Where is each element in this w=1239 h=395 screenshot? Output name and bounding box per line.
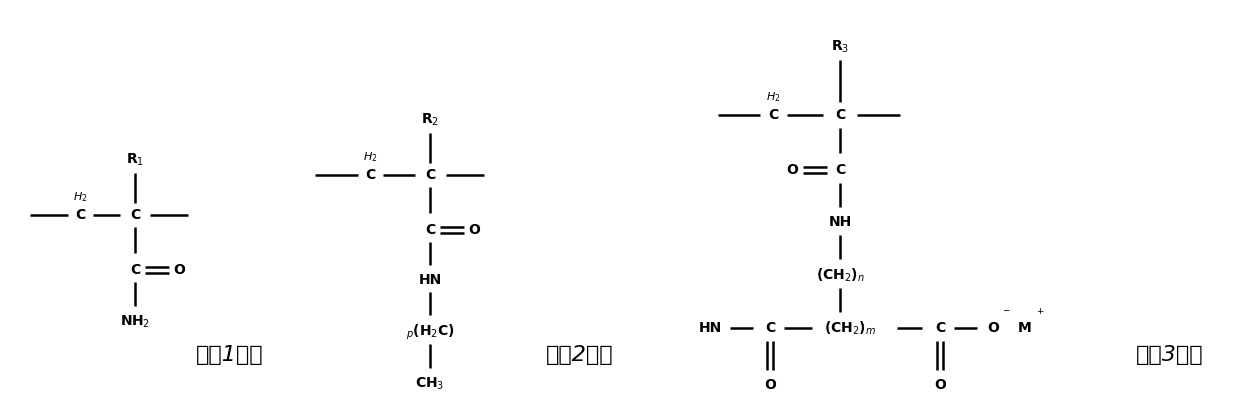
Text: O: O — [468, 223, 479, 237]
Text: C: C — [768, 108, 778, 122]
Text: $_p$(H$_2$C): $_p$(H$_2$C) — [405, 322, 455, 342]
Text: C: C — [764, 321, 776, 335]
Text: R$_2$: R$_2$ — [421, 112, 439, 128]
Text: 式（2），: 式（2）， — [546, 345, 613, 365]
Text: R$_3$: R$_3$ — [831, 39, 849, 55]
Text: (CH$_2$)$_m$: (CH$_2$)$_m$ — [824, 319, 876, 337]
Text: $H_2$: $H_2$ — [363, 150, 377, 164]
Text: O: O — [786, 163, 798, 177]
Text: M: M — [1018, 321, 1032, 335]
Text: C: C — [364, 168, 375, 182]
Text: O: O — [173, 263, 185, 277]
Text: NH: NH — [829, 215, 851, 229]
Text: O: O — [934, 378, 945, 392]
Text: C: C — [935, 321, 945, 335]
Text: C: C — [835, 163, 845, 177]
Text: C: C — [425, 168, 435, 182]
Text: HN: HN — [419, 273, 441, 287]
Text: 式（3），: 式（3）， — [1136, 345, 1204, 365]
Text: $^{-}$: $^{-}$ — [1002, 307, 1010, 320]
Text: NH$_2$: NH$_2$ — [120, 314, 150, 330]
Text: C: C — [425, 223, 435, 237]
Text: C: C — [130, 208, 140, 222]
Text: 式（1），: 式（1）， — [196, 345, 264, 365]
Text: O: O — [987, 321, 999, 335]
Text: HN: HN — [699, 321, 721, 335]
Text: CH$_3$: CH$_3$ — [415, 376, 445, 392]
Text: C: C — [835, 108, 845, 122]
Text: $H_2$: $H_2$ — [766, 90, 781, 104]
Text: $^{+}$: $^{+}$ — [1036, 307, 1044, 320]
Text: C: C — [130, 263, 140, 277]
Text: O: O — [764, 378, 776, 392]
Text: (CH$_2$)$_n$: (CH$_2$)$_n$ — [815, 266, 865, 284]
Text: C: C — [74, 208, 85, 222]
Text: R$_1$: R$_1$ — [126, 152, 144, 168]
Text: $H_2$: $H_2$ — [73, 190, 87, 204]
